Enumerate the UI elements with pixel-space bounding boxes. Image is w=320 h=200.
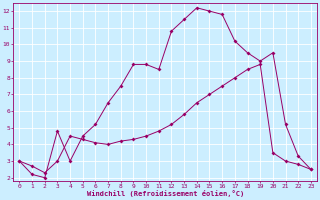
X-axis label: Windchill (Refroidissement éolien,°C): Windchill (Refroidissement éolien,°C) (86, 190, 244, 197)
